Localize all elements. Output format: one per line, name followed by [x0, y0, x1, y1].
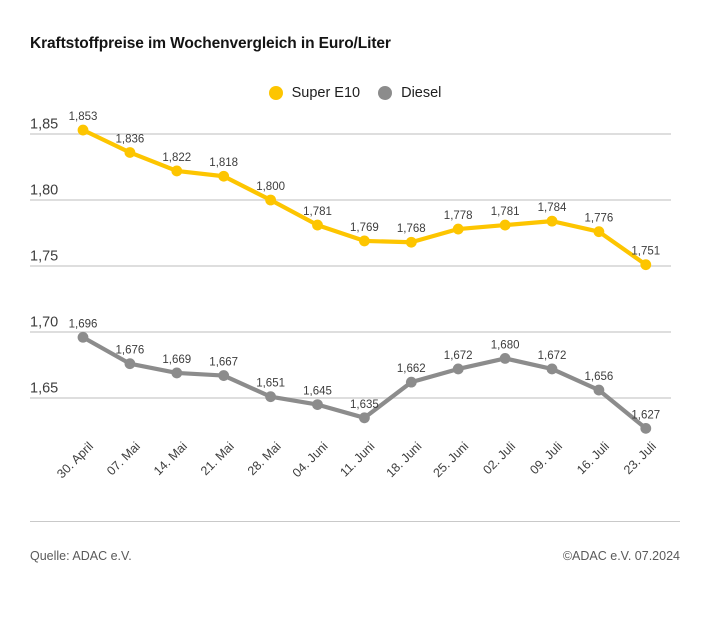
data-label-diesel: 1,635	[350, 399, 379, 411]
data-point-diesel	[312, 399, 323, 410]
data-point-super-e10	[546, 215, 558, 227]
data-label-diesel: 1,672	[444, 350, 473, 362]
data-point-super-e10	[265, 194, 276, 206]
data-point-super-e10	[171, 165, 183, 177]
x-tick-label: 04. Juni	[290, 439, 331, 480]
x-tick-label: 14. Mai	[151, 439, 190, 478]
x-tick-label: 09. Juli	[527, 439, 565, 477]
data-label-diesel: 1,696	[69, 318, 98, 330]
data-point-diesel	[546, 363, 558, 375]
data-label-super-e10: 1,822	[162, 152, 191, 164]
data-label-super-e10: 1,836	[116, 133, 145, 145]
data-point-super-e10	[124, 147, 136, 158]
data-label-super-e10: 1,784	[538, 202, 567, 214]
data-point-diesel	[593, 384, 605, 396]
data-point-super-e10	[640, 259, 652, 271]
chart-title: Kraftstoffpreise im Wochenvergleich in E…	[30, 35, 391, 52]
data-point-diesel	[171, 367, 183, 379]
data-point-super-e10	[359, 235, 370, 247]
legend-label-diesel: Diesel	[401, 85, 442, 101]
data-label-diesel: 1,669	[162, 354, 191, 366]
data-label-super-e10: 1,800	[256, 181, 285, 193]
data-point-super-e10	[593, 226, 605, 238]
legend-dot-super-e10-icon	[268, 86, 283, 100]
data-point-diesel	[640, 422, 652, 434]
data-point-diesel	[452, 363, 464, 375]
footer-source-text: Quelle: ADAC e.V.	[30, 549, 132, 563]
data-label-diesel: 1,672	[538, 350, 567, 362]
data-point-diesel	[218, 370, 230, 381]
y-tick-label: 1,70	[30, 315, 58, 331]
data-point-super-e10	[312, 219, 323, 231]
data-label-diesel: 1,667	[209, 357, 238, 369]
x-tick-label: 23. Juli	[621, 439, 659, 477]
data-point-super-e10	[452, 223, 464, 235]
data-label-diesel: 1,676	[116, 345, 145, 357]
data-label-diesel: 1,656	[585, 371, 614, 383]
data-label-diesel: 1,627	[631, 409, 660, 421]
data-label-super-e10: 1,769	[350, 222, 379, 234]
data-point-diesel	[77, 331, 89, 343]
data-point-super-e10	[499, 219, 511, 231]
data-label-super-e10: 1,781	[303, 206, 332, 218]
data-label-super-e10: 1,818	[209, 157, 238, 169]
data-point-diesel	[499, 353, 511, 364]
x-tick-label: 02. Juli	[480, 439, 518, 477]
data-point-super-e10	[77, 124, 89, 136]
x-tick-label: 11. Juni	[337, 439, 377, 479]
data-point-super-e10	[218, 170, 230, 182]
data-point-super-e10	[405, 236, 417, 248]
data-point-diesel	[124, 358, 136, 370]
data-label-super-e10: 1,768	[397, 223, 426, 235]
data-label-diesel: 1,662	[397, 363, 426, 375]
x-tick-label: 16. Juli	[574, 439, 612, 477]
x-tick-label: 25. Juni	[430, 439, 471, 480]
data-label-diesel: 1,651	[256, 378, 285, 390]
data-label-diesel: 1,680	[491, 339, 520, 351]
data-label-diesel: 1,645	[303, 386, 332, 398]
data-label-super-e10: 1,751	[631, 246, 660, 258]
y-tick-label: 1,75	[30, 249, 58, 265]
y-tick-label: 1,80	[30, 183, 58, 199]
data-label-super-e10: 1,776	[585, 213, 614, 225]
legend-dot-diesel-icon	[378, 86, 393, 100]
data-point-diesel	[359, 412, 370, 424]
data-label-super-e10: 1,778	[444, 210, 473, 222]
data-point-diesel	[265, 391, 276, 403]
y-tick-label: 1,65	[30, 381, 58, 397]
legend-label-super-e10: Super E10	[291, 85, 361, 101]
x-tick-label: 18. Juni	[384, 439, 425, 480]
legend-item-super-e10: Super E10	[268, 85, 361, 101]
x-tick-label: 28. Mai	[245, 439, 284, 478]
data-point-diesel	[405, 376, 417, 388]
line-chart-canvas: 1,85 1,80 1,75 1,70 1,65 30. April 07. Mai 14. …	[30, 111, 671, 481]
data-label-super-e10: 1,853	[69, 111, 98, 123]
x-tick-label: 21. Mai	[198, 439, 237, 478]
y-tick-label: 1,85	[30, 117, 58, 133]
footer-copyright-text: ©ADAC e.V. 07.2024	[562, 549, 680, 563]
x-tick-label: 30. April	[54, 439, 96, 481]
x-tick-label: 07. Mai	[104, 439, 143, 478]
footer-divider	[30, 521, 680, 522]
data-label-super-e10: 1,781	[491, 206, 520, 218]
legend-item-diesel: Diesel	[378, 85, 441, 101]
chart-legend: Super E10 Diesel	[0, 85, 710, 101]
